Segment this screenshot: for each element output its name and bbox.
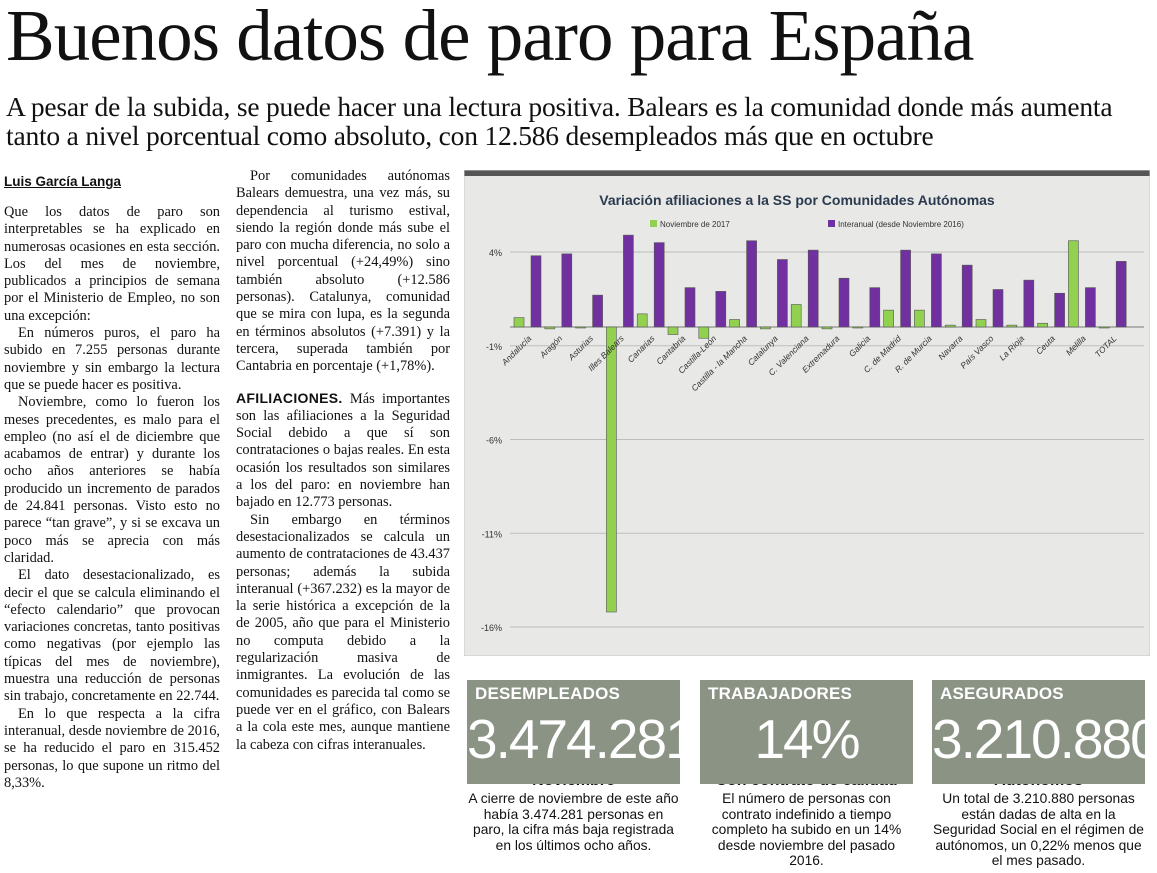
x-tick-label: Asturias — [566, 333, 596, 363]
x-tick-label: Navarra — [936, 333, 965, 362]
article-column-2: Por comunidades autónomas Balears demues… — [236, 168, 450, 754]
bar-interanual — [931, 253, 942, 328]
paragraph-text: Más importantes son las afiliaciones a l… — [236, 390, 450, 511]
y-tick-label: -1% — [486, 342, 502, 352]
paragraph: Por comunidades autónomas Balears demues… — [236, 168, 450, 375]
stat-description: A cierre de noviembre de este año había … — [468, 791, 679, 853]
bar-interanual — [1023, 279, 1035, 328]
byline: Luis García Langa — [4, 174, 122, 189]
stat-header: DESEMPLEADOS 3.474.281 — [467, 680, 696, 784]
stat-description: Un total de 3.210.880 personas están dad… — [933, 791, 1144, 869]
paragraph: Que los datos de paro son interpretables… — [4, 204, 220, 324]
bar-interanual — [1085, 287, 1096, 328]
headline: Buenos datos de paro para España — [6, 0, 974, 76]
bar-interanual — [746, 240, 757, 328]
bar-noviembre — [606, 326, 617, 613]
stat-asegurados: ASEGURADOS 3.210.880 Autónomos Un total … — [932, 680, 1157, 869]
section-label: AFILIACIONES. — [236, 389, 343, 406]
bar-noviembre — [914, 309, 925, 328]
stat-label: TRABAJADORES — [708, 684, 853, 703]
bar-interanual — [992, 289, 1004, 328]
x-tick-label: Canarias — [625, 333, 657, 365]
bar-noviembre — [944, 324, 956, 328]
stat-label: ASEGURADOS — [940, 684, 1064, 703]
bar-interanual — [530, 255, 542, 328]
bar-interanual — [838, 277, 850, 328]
bar-noviembre — [636, 313, 648, 328]
chart-top-band — [464, 170, 1150, 176]
x-tick-label: La Rioja — [997, 333, 1026, 362]
bar-noviembre — [513, 317, 525, 328]
chart-title: Variación afiliaciones a la SS por Comun… — [599, 192, 995, 208]
x-tick-label: Ceuta — [1034, 333, 1057, 356]
bar-noviembre — [1006, 324, 1018, 328]
paragraph: El dato desestacionalizado, es decir el … — [4, 567, 220, 705]
stat-value: 3.210.880 — [932, 708, 1157, 770]
bar-noviembre — [1068, 240, 1079, 328]
bar-interanual — [961, 264, 973, 328]
bar-noviembre — [760, 326, 771, 330]
stat-header: TRABAJADORES 14% — [700, 680, 913, 784]
bar-interanual — [653, 242, 665, 328]
bar-interanual — [869, 287, 881, 328]
bar-noviembre — [821, 326, 833, 330]
legend-swatch-interanual — [828, 220, 835, 227]
bar-noviembre — [975, 319, 987, 328]
bar-noviembre — [852, 326, 864, 329]
x-tick-label: Andalucía — [499, 333, 534, 368]
legend-swatch-noviembre — [650, 220, 657, 227]
bar-interanual — [1115, 261, 1127, 328]
chart: 4% -1% -6% -11% -16% Variación afiliaciones a… — [464, 170, 1150, 656]
x-tick-label: Aragón — [537, 333, 564, 360]
bar-interanual — [623, 234, 634, 328]
bar-interanual — [715, 291, 727, 328]
paragraph: Noviembre, como lo fueron los meses prec… — [4, 394, 220, 566]
bar-noviembre — [1098, 326, 1110, 329]
stat-value: 14% — [754, 708, 860, 770]
bar-interanual — [777, 259, 788, 328]
bar-interanual — [684, 287, 696, 328]
bar-noviembre — [790, 304, 802, 328]
bar-noviembre — [667, 326, 679, 335]
subheadline: A pesar de la subida, se puede hacer una… — [6, 91, 1113, 151]
bar-interanual — [592, 294, 603, 328]
bar-noviembre — [729, 319, 740, 328]
y-tick-label: -16% — [481, 623, 502, 633]
paragraph-afiliaciones: AFILIACIONES. Más importantes son las af… — [236, 390, 450, 512]
stat-trabajadores: TRABAJADORES 14% Con contrato de calidad… — [700, 680, 913, 869]
paragraph: En números puros, el paro ha subido en 7… — [4, 325, 220, 393]
y-tick-label: -6% — [486, 436, 502, 446]
stat-label: DESEMPLEADOS — [475, 684, 621, 703]
paragraph: En lo que respecta a la cifra interanual… — [4, 705, 220, 791]
stat-desempleados: DESEMPLEADOS 3.474.281 Noviembre A cierr… — [467, 680, 696, 853]
bar-interanual — [807, 249, 819, 328]
bar-interanual — [900, 249, 911, 328]
bar-noviembre — [698, 326, 710, 339]
stat-value: 3.474.281 — [467, 708, 696, 770]
legend-label: Interanual (desde Noviembre 2016) — [838, 220, 964, 229]
bar-interanual — [561, 253, 573, 328]
x-tick-label: País Vasco — [958, 333, 995, 370]
stat-description: El número de personas con contrato indef… — [711, 791, 902, 869]
article-column-1: Que los datos de paro son interpretables… — [4, 176, 220, 792]
bar-interanual — [1054, 292, 1065, 328]
bar-noviembre — [1037, 322, 1048, 328]
y-tick-label: 4% — [489, 248, 502, 258]
bar-noviembre — [575, 326, 586, 329]
chart-svg: 4% -1% -6% -11% -16% Variación afiliaciones a… — [464, 170, 1150, 656]
x-tick-label: Castilla - la Mancha — [689, 333, 749, 393]
bar-noviembre — [544, 326, 556, 330]
y-tick-label: -11% — [482, 529, 502, 539]
legend-label: Noviembre de 2017 — [660, 220, 730, 229]
stat-header: ASEGURADOS 3.210.880 — [932, 680, 1157, 784]
chart-frame — [464, 170, 1150, 656]
bar-noviembre — [883, 309, 894, 328]
paragraph: Sin embargo en términos desestacionaliza… — [236, 511, 450, 753]
